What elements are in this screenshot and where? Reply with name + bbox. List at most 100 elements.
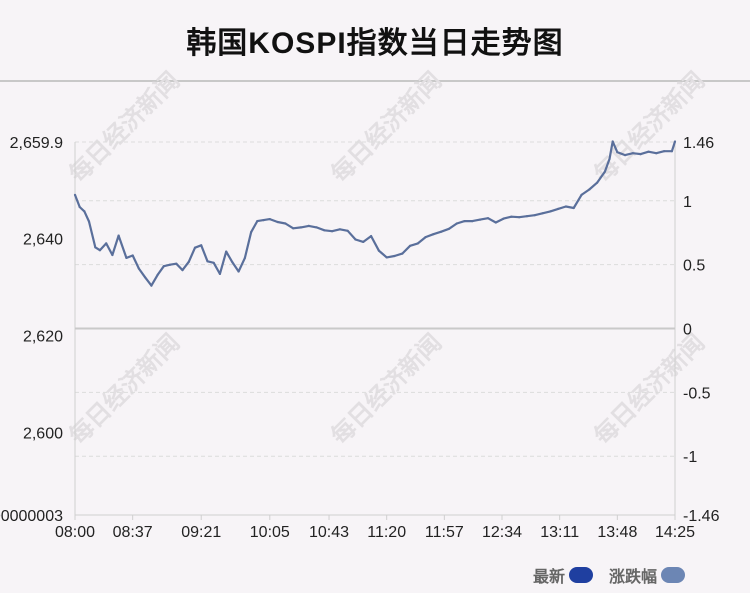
x-tick-label: 09:21 — [181, 524, 221, 541]
data-point — [432, 233, 435, 236]
data-point — [307, 224, 310, 227]
data-point — [162, 265, 165, 268]
chart-title: 韩国KOSPI指数当日走势图 — [186, 27, 564, 60]
data-point — [564, 205, 568, 208]
x-tick-label: 13:11 — [540, 524, 579, 541]
data-point — [603, 170, 607, 173]
data-point — [370, 235, 373, 238]
data-point — [237, 270, 240, 273]
data-point — [596, 181, 599, 184]
data-point — [169, 263, 172, 266]
data-point — [393, 254, 396, 258]
data-point — [346, 229, 349, 232]
data-point — [670, 150, 674, 153]
data-point — [78, 205, 81, 209]
data-point — [200, 244, 203, 247]
x-tick-label: 11:20 — [367, 524, 406, 541]
legend-swatch-change — [661, 567, 686, 583]
data-point — [440, 230, 443, 233]
data-point — [616, 151, 619, 154]
legend-label-latest: 最新 — [533, 569, 566, 586]
right-tick-label: 1.46 — [683, 135, 714, 152]
data-point — [572, 206, 575, 210]
data-point — [588, 188, 591, 191]
data-point — [262, 219, 265, 222]
data-point — [292, 227, 295, 230]
data-point — [541, 212, 544, 215]
watermark-text: 每日经济新闻 — [64, 329, 186, 451]
data-point — [73, 193, 77, 196]
data-point — [125, 256, 128, 259]
data-point — [447, 227, 451, 230]
data-point — [284, 222, 287, 225]
left-tick-label: 2,620 — [23, 329, 63, 346]
data-point — [175, 262, 178, 265]
data-point — [377, 249, 380, 252]
data-point — [525, 215, 529, 218]
data-point — [424, 236, 427, 239]
title-divider — [0, 80, 750, 82]
data-point — [409, 244, 412, 247]
data-point — [663, 150, 666, 153]
data-point — [150, 284, 153, 287]
data-point — [611, 140, 614, 143]
right-tick-label: 0.5 — [683, 258, 705, 275]
series-line-latest — [73, 140, 677, 287]
right-tick-label: 0 — [683, 322, 692, 339]
left-tick-label: 2,583.0000000003 — [0, 508, 63, 525]
left-tick-label: 2,659.9 — [10, 135, 63, 152]
legend-item-change: 涨跌幅 — [609, 563, 686, 587]
watermark-text: 每日经济新闻 — [326, 329, 448, 451]
data-point — [494, 221, 497, 224]
x-tick-label: 10:05 — [250, 524, 290, 541]
data-point — [580, 193, 583, 196]
data-point — [276, 220, 279, 224]
data-point — [655, 152, 658, 155]
data-point — [338, 228, 341, 231]
data-point — [479, 218, 482, 221]
data-point — [206, 260, 209, 263]
x-tick-label: 12:34 — [482, 524, 522, 541]
data-point — [218, 272, 221, 275]
data-point — [486, 217, 490, 220]
data-point — [631, 152, 635, 155]
data-point — [471, 220, 474, 223]
data-point — [533, 214, 536, 217]
data-point — [212, 261, 215, 264]
data-point — [362, 240, 365, 243]
data-point — [455, 222, 458, 225]
data-point — [673, 140, 677, 143]
data-point — [331, 230, 334, 233]
data-point — [105, 242, 108, 245]
right-tick-label: 1 — [683, 194, 692, 211]
data-point — [557, 207, 560, 210]
data-point — [463, 220, 466, 223]
x-tick-label: 10:43 — [309, 524, 349, 541]
legend-swatch-latest — [569, 567, 594, 583]
data-point — [117, 234, 120, 237]
data-point — [624, 154, 627, 157]
data-point — [639, 153, 642, 156]
data-point — [510, 215, 513, 218]
data-point — [98, 249, 101, 252]
watermark-text: 每日经济新闻 — [64, 67, 186, 189]
data-point — [137, 267, 140, 270]
x-tick-label: 14:25 — [655, 524, 695, 541]
data-point — [416, 242, 419, 245]
left-tick-label: 2,600 — [23, 426, 63, 443]
data-point — [299, 226, 303, 229]
data-point — [268, 218, 271, 221]
right-tick-label: -1 — [683, 449, 697, 466]
data-point — [608, 157, 611, 161]
x-tick-label: 08:37 — [113, 524, 153, 541]
x-tick-label: 11:57 — [425, 524, 464, 541]
x-tick-label: 08:00 — [55, 524, 95, 541]
data-point — [549, 210, 552, 213]
right-tick-label: -1.46 — [683, 508, 720, 525]
left-tick-label: 2,640 — [23, 232, 63, 249]
data-point — [94, 246, 97, 249]
data-point — [156, 273, 159, 276]
data-point — [502, 217, 505, 220]
x-tick-label: 13:48 — [597, 524, 637, 541]
